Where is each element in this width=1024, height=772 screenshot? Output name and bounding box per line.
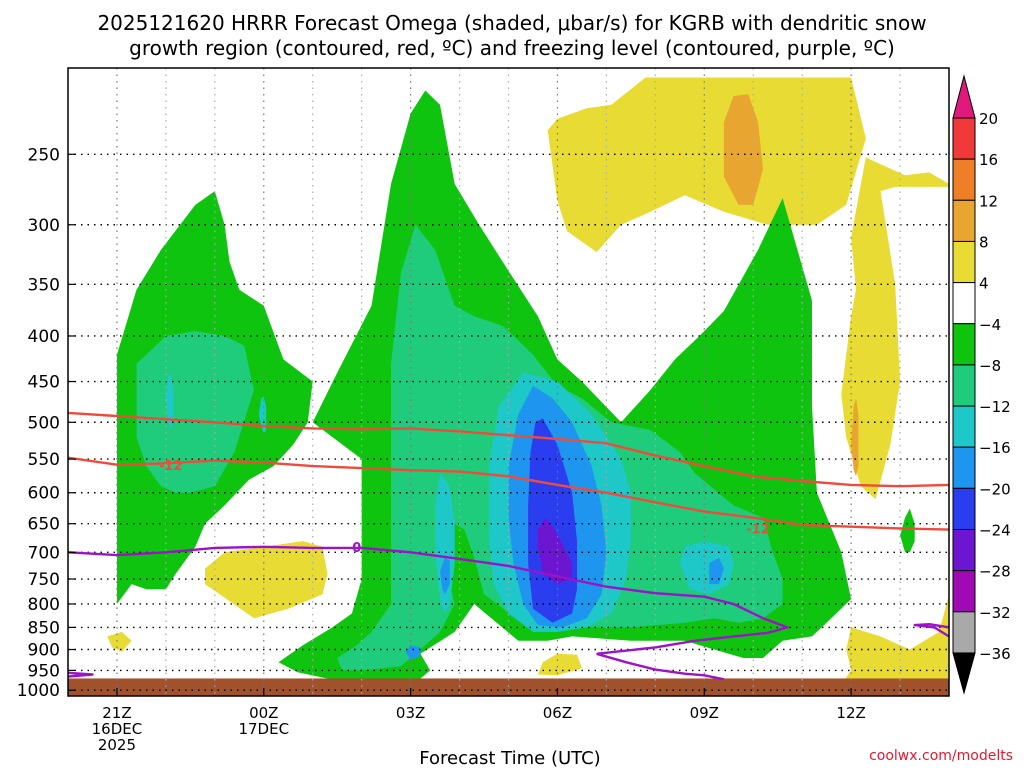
colorbar-swatch-9 [952, 446, 976, 489]
y-tick-label-550: 550 [28, 450, 60, 470]
colorbar-label-5: −4 [979, 316, 1001, 334]
omega-region-20 [405, 645, 421, 661]
colorbar-label-3: 8 [979, 233, 989, 251]
contour-label-0: -12 [159, 459, 183, 474]
colorbar-label-0: 20 [979, 110, 998, 128]
contour-labels: -12 -12 0 [159, 459, 770, 556]
colorbar-label-7: −12 [979, 398, 1011, 416]
colorbar-label-12: −32 [979, 604, 1011, 622]
colorbar-label-8: −16 [979, 439, 1011, 457]
y-tick-label-300: 300 [28, 216, 60, 236]
colorbar-label-10: −24 [979, 522, 1011, 540]
colorbar-swatch-7 [952, 364, 976, 407]
x-tick-label-0-0: 21Z [102, 704, 131, 722]
omega-region-4 [205, 541, 328, 619]
colorbar-legend: 20 16 12 8 4 −4 −8 −12 −16 −20 −24 −28 −32 −36 [952, 74, 1011, 695]
y-tick-label-800: 800 [28, 595, 60, 615]
freezing-contour-1 [596, 652, 725, 681]
y-tick-label-900: 900 [28, 641, 60, 661]
x-tick-label-3-0: 00Z [249, 704, 278, 722]
x-tick-label-0-1: 16DEC [92, 720, 143, 738]
colorbar-swatch-13 [952, 611, 976, 654]
omega-region-7 [841, 594, 949, 685]
y-tick-label-650: 650 [28, 515, 60, 535]
omega-region-19 [440, 557, 450, 595]
contour-label-3: 0 [352, 541, 361, 556]
colorbar-label-9: −20 [979, 480, 1011, 498]
y-tick-label-250: 250 [28, 145, 60, 165]
colorbar-swatch-10 [952, 487, 976, 531]
y-axis-pressure: 250 300 350 400 450 500 550 600 650 700 750 800 850 9… [17, 145, 76, 701]
omega-region-2 [723, 94, 763, 205]
x-tick-label-3-1: 17DEC [238, 720, 289, 738]
x-tick-label-6-0: 03Z [396, 704, 425, 722]
y-tick-label-450: 450 [28, 373, 60, 393]
y-tick-label-1000: 1000 [17, 681, 60, 701]
dgz-contour-1 [68, 411, 949, 488]
x-tick-label-9-0: 06Z [543, 704, 572, 722]
dgz-contour-0 [68, 456, 949, 531]
colorbar-swatch-4 [952, 240, 976, 284]
omega-region-6 [537, 653, 582, 676]
omega-region-10 [900, 508, 915, 553]
omega-region-1 [547, 77, 866, 253]
omega-region-17 [679, 541, 734, 595]
colorbar-swatch-5 [952, 282, 976, 325]
omega-region-13 [165, 372, 174, 430]
y-tick-label-350: 350 [28, 275, 60, 295]
x-tick-label-0-2: 2025 [98, 736, 136, 754]
y-tick-label-500: 500 [28, 413, 60, 433]
omega-region-14 [258, 396, 267, 434]
freezing-contour-0 [68, 545, 789, 655]
colorbar-label-13: −36 [979, 645, 1011, 663]
x-tick-label-12-0: 09Z [690, 704, 719, 722]
y-tick-label-950: 950 [28, 661, 60, 681]
colorbar-swatch-11 [952, 529, 976, 572]
colorbar-label-4: 4 [979, 275, 989, 293]
colorbar-label-1: 16 [979, 151, 998, 169]
terrain-ground [68, 678, 949, 696]
colorbar-swatch-3 [952, 199, 976, 242]
colorbar-label-11: −28 [979, 563, 1011, 581]
colorbar-swatch-8 [952, 405, 976, 448]
colorbar-swatch-1 [952, 117, 976, 160]
y-tick-label-400: 400 [28, 327, 60, 347]
y-tick-label-850: 850 [28, 618, 60, 638]
colorbar-bottom-arrow [952, 652, 976, 695]
omega-region-5 [107, 631, 132, 652]
dendritic-growth-contours [68, 411, 949, 531]
chart-title-line1: 2025121620 HRRR Forecast Omega (shaded, … [97, 11, 926, 35]
colorbar-label-2: 12 [979, 192, 998, 210]
omega-region-3 [851, 398, 859, 477]
colorbar-swatch-12 [952, 570, 976, 613]
freezing-level-contours [68, 545, 949, 681]
freezing-contour-3 [913, 623, 949, 638]
credit-text: coolwx.com/modelts [869, 748, 1013, 764]
omega-region-21 [709, 557, 724, 585]
colorbar-label-6: −8 [979, 357, 1001, 375]
omega-region-23 [537, 517, 573, 585]
freezing-contour-2 [68, 671, 94, 678]
y-tick-label-750: 750 [28, 570, 60, 590]
y-tick-label-600: 600 [28, 484, 60, 504]
ground-surface [68, 678, 949, 696]
colorbar-top-arrow [952, 74, 976, 119]
x-axis-label: Forecast Time (UTC) [419, 748, 600, 768]
colorbar-swatch-2 [952, 158, 976, 201]
colorbar-swatch-6 [952, 323, 976, 366]
y-tick-label-700: 700 [28, 543, 60, 563]
contour-label-2: -12 [746, 523, 770, 538]
omega-region-0 [552, 77, 949, 500]
grid-lines [68, 68, 949, 696]
x-tick-label-15-0: 12Z [836, 704, 865, 722]
chart-title-line2: growth region (contoured, red, ºC) and f… [129, 36, 895, 60]
